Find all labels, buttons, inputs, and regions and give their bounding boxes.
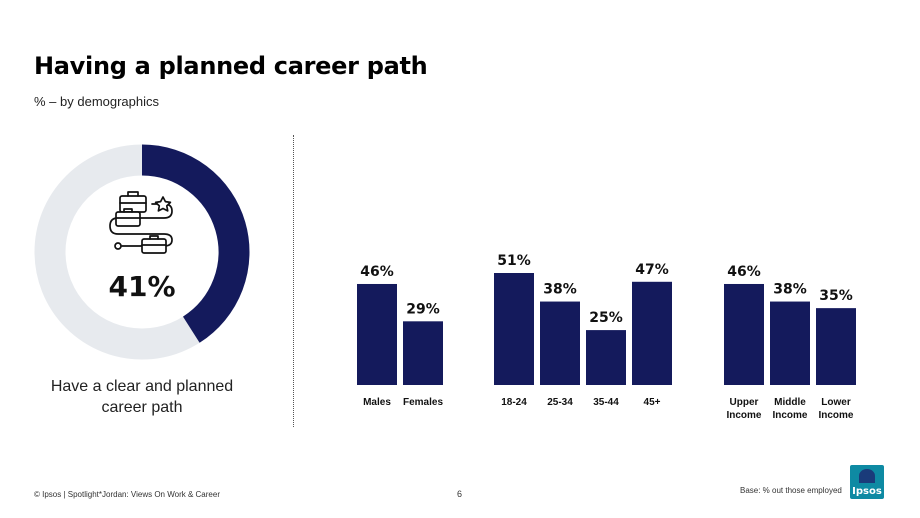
page-subtitle: % – by demographics (34, 94, 160, 109)
bar-chart: 46% Males 29% Females 51% 18-24 38% 25-34 25% 35-… (357, 253, 856, 421)
bar (632, 281, 672, 385)
bar-value-label: 46% (360, 264, 394, 280)
base-note: Base: % out those employed (740, 486, 842, 495)
bar-value-label: 47% (635, 262, 669, 278)
bar-value-label: 51% (497, 253, 531, 269)
bar-value-label: 38% (543, 282, 577, 298)
bar (540, 301, 580, 385)
category-label: Middle (774, 397, 806, 408)
category-label: Income (726, 410, 761, 421)
bar (357, 283, 397, 385)
logo-wordmark: Ipsos (852, 486, 882, 497)
bar-value-label: 46% (727, 264, 761, 280)
bar-value-label: 29% (406, 301, 440, 317)
category-label: 18-24 (501, 397, 527, 408)
bar (586, 330, 626, 385)
ipsos-logo: Ipsos (850, 465, 884, 499)
category-label: Income (818, 410, 853, 421)
donut-arc (141, 144, 250, 343)
page-number: 6 (457, 489, 463, 499)
category-label: 25-34 (547, 397, 573, 408)
category-label: 45+ (644, 397, 661, 408)
bar-value-label: 35% (819, 288, 853, 304)
bar (403, 321, 443, 385)
category-label: Upper (730, 397, 759, 408)
category-label: 35-44 (593, 397, 619, 408)
career-path-icon (109, 191, 173, 254)
section-divider (293, 135, 294, 427)
donut-value-label: 41% (108, 270, 176, 303)
footer-source: © Ipsos | Spotlight*Jordan: Views On Wor… (34, 490, 220, 499)
bar (724, 283, 764, 385)
bar (770, 301, 810, 385)
donut-caption: Have a clear and planned career path (50, 378, 234, 416)
page-title: Having a planned career path (34, 52, 428, 80)
donut-chart (34, 144, 250, 360)
category-label: Lower (821, 397, 851, 408)
bar-value-label: 38% (773, 282, 807, 298)
category-label: Males (363, 397, 391, 408)
category-label: Income (772, 410, 807, 421)
category-label: Females (403, 397, 443, 408)
bar-value-label: 25% (589, 310, 623, 326)
bar (494, 273, 534, 385)
bar (816, 308, 856, 385)
